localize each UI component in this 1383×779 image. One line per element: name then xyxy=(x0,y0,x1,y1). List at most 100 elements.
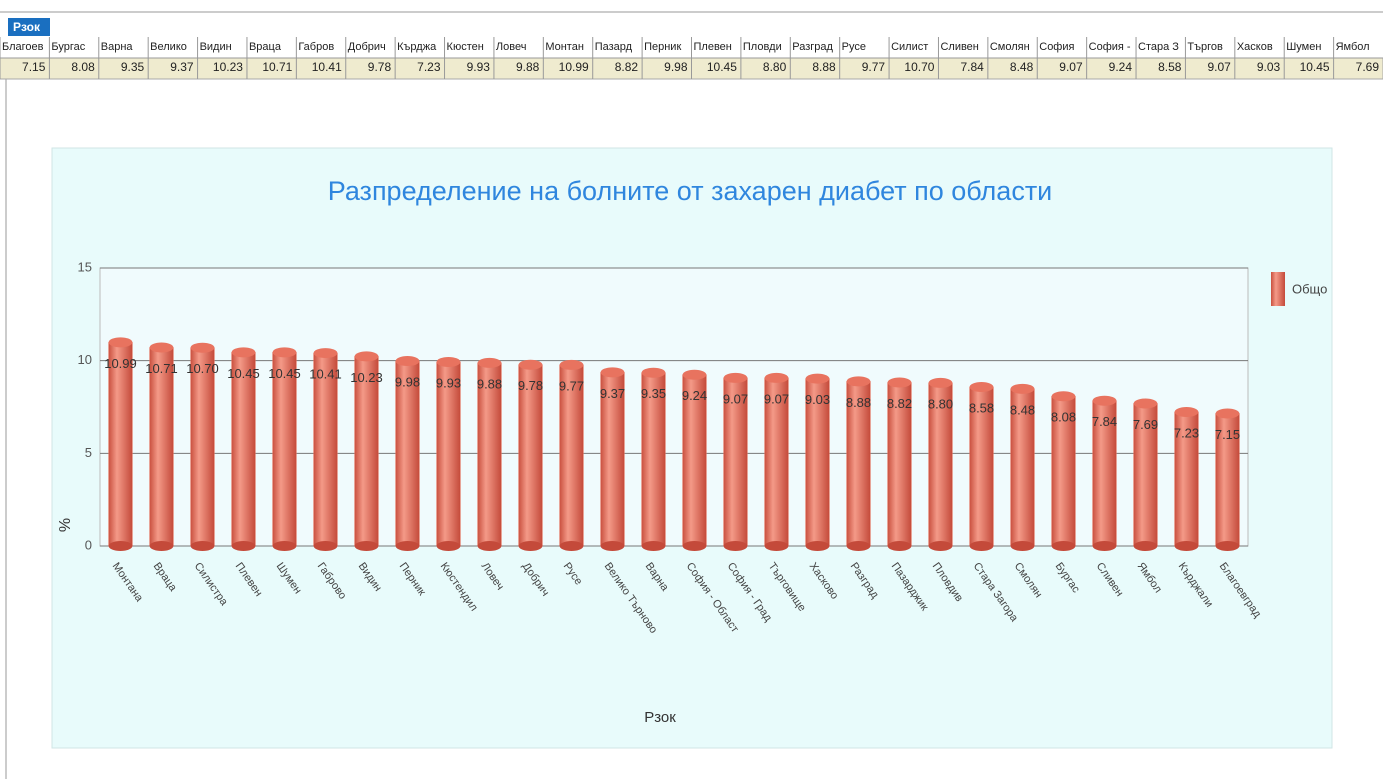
bar-top xyxy=(190,342,215,353)
tab[interactable] xyxy=(8,18,50,36)
cell-value: 8.58 xyxy=(1158,60,1182,74)
y-tick-label: 15 xyxy=(78,259,92,274)
cell-value: 8.82 xyxy=(615,60,639,74)
bar-top xyxy=(1010,383,1035,394)
bar xyxy=(313,352,338,547)
cell-value: 10.70 xyxy=(904,60,934,74)
bar xyxy=(108,342,133,547)
column-header: Ловеч xyxy=(496,41,527,53)
cell-value: 7.15 xyxy=(22,60,46,74)
data-label: 9.93 xyxy=(436,375,461,390)
column-header: Силист xyxy=(891,41,928,53)
bar-bottom xyxy=(969,541,994,551)
data-label: 10.71 xyxy=(145,361,178,376)
cell-value: 10.23 xyxy=(213,60,243,74)
bar-bottom xyxy=(395,541,420,551)
column-header: Кюстен xyxy=(447,41,484,53)
column-header: Русе xyxy=(842,41,866,53)
bar-bottom xyxy=(436,541,461,551)
column-header: Ямбол xyxy=(1336,41,1370,53)
y-tick-label: 5 xyxy=(85,445,92,460)
bar-bottom xyxy=(477,541,502,551)
bar-top xyxy=(518,359,543,370)
bar-bottom xyxy=(1051,541,1076,551)
column-header: Габров xyxy=(298,41,334,53)
data-label: 8.82 xyxy=(887,396,912,411)
bar-bottom xyxy=(190,541,215,551)
column-header: Разград xyxy=(792,41,833,53)
bar-top xyxy=(395,356,420,367)
bar-top xyxy=(272,347,297,358)
data-label: 7.84 xyxy=(1092,414,1117,429)
bar-bottom xyxy=(928,541,953,551)
bar-top xyxy=(313,348,338,359)
bar-bottom xyxy=(641,541,666,551)
bar-bottom xyxy=(149,541,174,551)
cell-value: 8.88 xyxy=(812,60,836,74)
data-label: 9.03 xyxy=(805,392,830,407)
bar-top xyxy=(149,342,174,353)
data-label: 8.48 xyxy=(1010,402,1035,417)
bar-top xyxy=(682,369,707,380)
data-label: 9.88 xyxy=(477,376,502,391)
bar-top xyxy=(641,367,666,378)
bar-top xyxy=(600,367,625,378)
bar-bottom xyxy=(846,541,871,551)
cell-value: 9.35 xyxy=(121,60,145,74)
bar-top xyxy=(436,356,461,367)
column-header: Сливен xyxy=(940,41,978,53)
data-label: 9.07 xyxy=(764,391,789,406)
x-axis-label: Рзок xyxy=(644,709,676,726)
bar-top xyxy=(1174,407,1199,418)
data-label: 7.23 xyxy=(1174,425,1199,440)
cell-value: 9.37 xyxy=(170,60,194,74)
column-header: Монтан xyxy=(545,41,584,53)
cell-value: 8.08 xyxy=(71,60,95,74)
bar-bottom xyxy=(805,541,830,551)
column-header: Стара З xyxy=(1138,41,1179,53)
legend-swatch xyxy=(1271,272,1285,306)
data-label: 10.23 xyxy=(350,370,383,385)
bar-bottom xyxy=(231,541,256,551)
cell-value: 9.88 xyxy=(516,60,540,74)
data-label: 10.70 xyxy=(186,361,219,376)
bar-bottom xyxy=(600,541,625,551)
cell-value: 7.69 xyxy=(1356,60,1380,74)
column-header: София - xyxy=(1089,41,1131,53)
bar-bottom xyxy=(1010,541,1035,551)
y-axis-label: % xyxy=(57,518,74,532)
cell-value: 10.45 xyxy=(707,60,737,74)
bar-top xyxy=(559,359,584,370)
cell-value: 8.48 xyxy=(1010,60,1034,74)
cell-value: 10.99 xyxy=(559,60,589,74)
data-label: 8.88 xyxy=(846,395,871,410)
bar-bottom xyxy=(518,541,543,551)
column-header: Плевен xyxy=(694,41,732,53)
bar-top xyxy=(231,347,256,358)
cell-value: 9.07 xyxy=(1059,60,1083,74)
column-header: Шумен xyxy=(1286,41,1321,53)
bar-top xyxy=(887,377,912,388)
data-label: 10.45 xyxy=(268,366,301,381)
column-header: Благоев xyxy=(2,41,44,53)
bar-bottom xyxy=(313,541,338,551)
cell-value: 7.84 xyxy=(960,60,984,74)
bar-bottom xyxy=(1092,541,1117,551)
tab-label[interactable]: Рзок xyxy=(13,20,41,34)
plot-back xyxy=(99,267,1249,547)
data-label: 9.77 xyxy=(559,378,584,393)
bar-top xyxy=(969,381,994,392)
bar-top xyxy=(108,337,133,348)
column-header: Добрич xyxy=(348,41,386,53)
cell-value: 7.23 xyxy=(417,60,441,74)
data-label: 10.45 xyxy=(227,366,260,381)
bar xyxy=(231,352,256,547)
column-header: Видин xyxy=(200,41,232,53)
legend-label: Общо xyxy=(1292,281,1327,296)
bar-top xyxy=(1051,391,1076,402)
column-header: Пловди xyxy=(743,41,782,53)
bar-bottom xyxy=(354,541,379,551)
bar-top xyxy=(477,357,502,368)
bar-bottom xyxy=(682,541,707,551)
